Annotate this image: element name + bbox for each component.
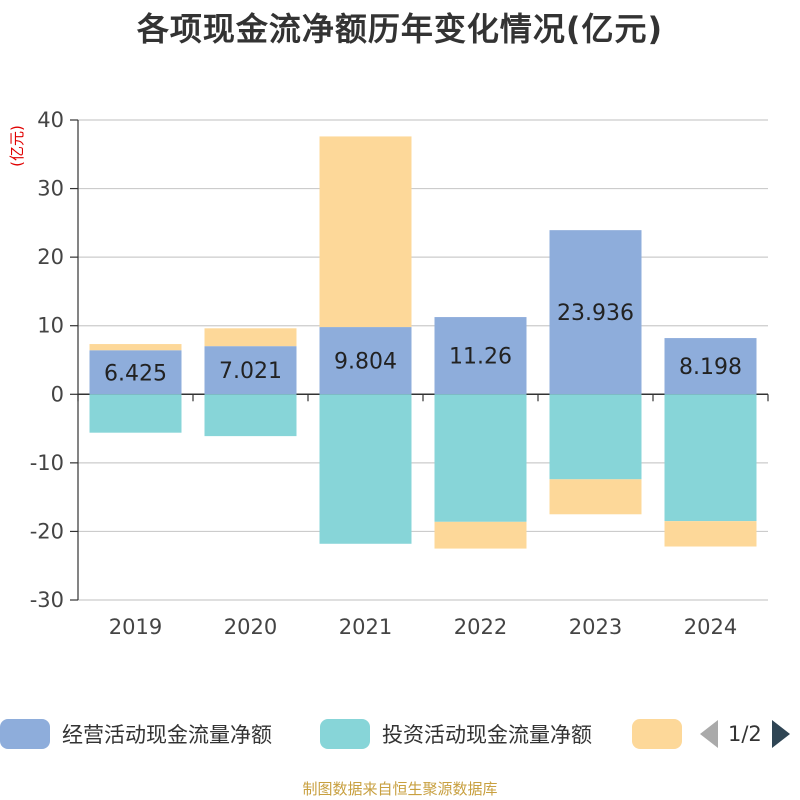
bar-series-3-2020 <box>204 328 297 347</box>
bar-series-2-2024 <box>664 394 757 522</box>
bar-series-3-2024 <box>664 521 757 547</box>
y-tick-label: 0 <box>51 382 64 406</box>
chart-plot: -30 -20 -10 0 10 20 30 40 2019 2020 2021 2022 2023 20… <box>8 108 769 639</box>
bar-value-label: 7.021 <box>219 359 282 384</box>
legend-label: 投资活动现金流量净额 <box>382 723 592 747</box>
bar-series-2-2021 <box>319 394 412 544</box>
bar-series-3-2023 <box>549 479 642 515</box>
bars <box>89 136 757 549</box>
bar-value-label: 23.936 <box>557 301 634 326</box>
bar-series-1-2021 <box>319 327 412 395</box>
legend-item-investing[interactable]: 投资活动现金流量净额 <box>320 716 592 752</box>
bar-series-2-2020 <box>204 394 297 437</box>
bar-value-label: 6.425 <box>104 361 167 386</box>
y-tick-label: 30 <box>37 177 64 201</box>
page-indicator: 1/2 <box>728 722 762 746</box>
bar-series-1-2019 <box>89 350 182 395</box>
legend-swatch <box>632 719 682 749</box>
legend-item-financing[interactable] <box>632 716 682 752</box>
y-tick-label: -10 <box>30 451 64 475</box>
y-axis-unit: (亿元) <box>8 125 26 167</box>
bar-series-2-2022 <box>434 394 527 522</box>
previous-page-icon[interactable] <box>700 720 718 748</box>
bar-series-1-2020 <box>204 346 297 395</box>
source-note: 制图数据来自恒生聚源数据库 <box>302 780 498 798</box>
legend-swatch <box>0 719 50 749</box>
bar-value-label: 11.26 <box>449 345 512 370</box>
next-page-icon[interactable] <box>771 720 790 748</box>
bar-series-3-2019 <box>89 344 182 351</box>
bar-series-1-2024 <box>664 338 757 395</box>
y-tick-label: 40 <box>37 108 64 132</box>
legend: 经营活动现金流量净额 投资活动现金流量净额 1/2 <box>0 716 800 756</box>
bar-series-2-2023 <box>549 394 642 480</box>
legend-swatch <box>320 719 370 749</box>
x-tick-label: 2022 <box>454 615 507 639</box>
bar-series-2-2019 <box>89 394 182 433</box>
x-tick-label: 2019 <box>109 615 162 639</box>
axes: -30 -20 -10 0 10 20 30 40 2019 2020 2021 2022 2023 20… <box>30 108 769 639</box>
x-tick-label: 2024 <box>684 615 737 639</box>
chart-title: 各项现金流净额历年变化情况(亿元) <box>136 10 664 48</box>
bar-series-1-2022 <box>434 317 527 395</box>
legend-pager: 1/2 <box>700 716 790 752</box>
x-tick-label: 2021 <box>339 615 392 639</box>
bar-series-3-2022 <box>434 521 527 549</box>
y-tick-label: -20 <box>30 519 64 543</box>
bar-series-1-2023 <box>549 230 642 395</box>
grid-lines <box>78 119 768 601</box>
data-labels: 6.425 7.021 9.804 11.26 23.936 8.198 <box>104 301 742 386</box>
y-tick-label: 20 <box>37 245 64 269</box>
legend-label: 经营活动现金流量净额 <box>62 723 272 747</box>
bar-value-label: 8.198 <box>679 355 742 380</box>
bar-value-label: 9.804 <box>334 350 397 375</box>
legend-item-operating[interactable]: 经营活动现金流量净额 <box>0 716 272 752</box>
y-tick-label: 10 <box>37 314 64 338</box>
x-tick-label: 2023 <box>569 615 622 639</box>
x-tick-label: 2020 <box>224 615 277 639</box>
y-tick-label: -30 <box>30 588 64 612</box>
bar-series-3-2021 <box>319 136 412 328</box>
